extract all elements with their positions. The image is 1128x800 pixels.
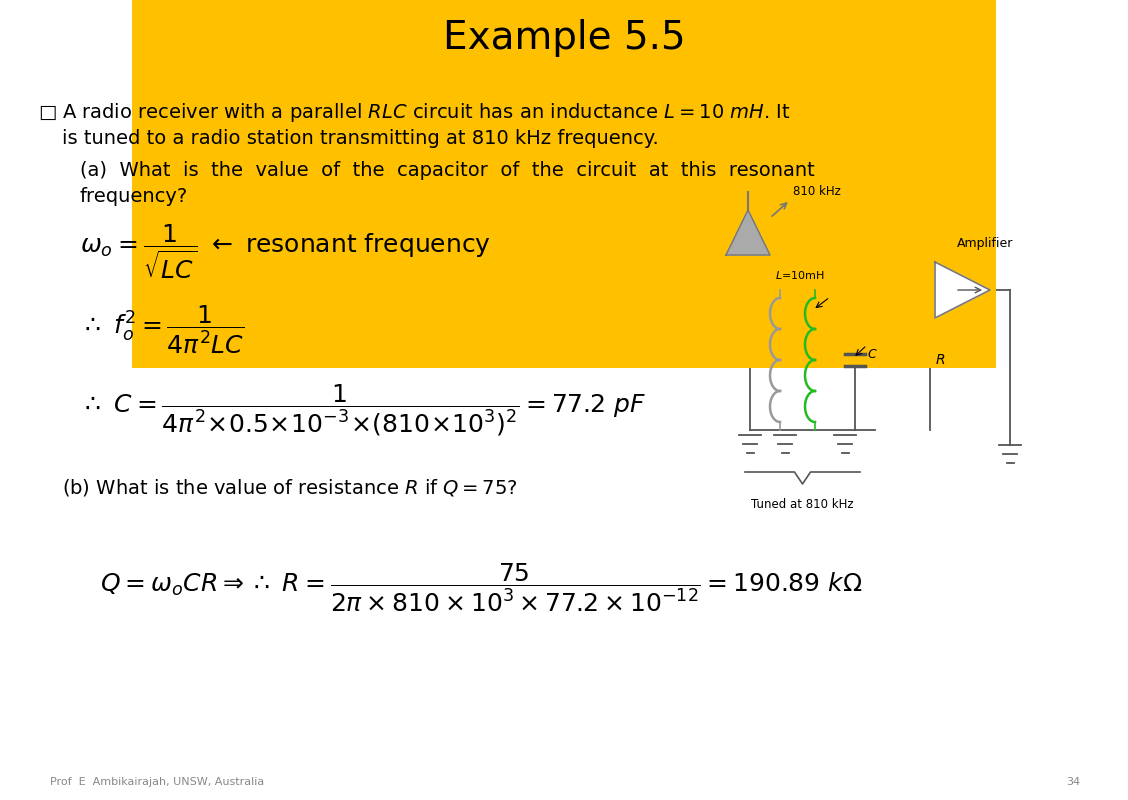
Text: $\omega_o = \dfrac{1}{\sqrt{LC}}\ \leftarrow$ resonant frequency: $\omega_o = \dfrac{1}{\sqrt{LC}}\ \lefta… bbox=[80, 222, 491, 282]
Text: $\therefore\ C = \dfrac{1}{4\pi^2\!\times\!0.5\!\times\!10^{-3}\!\times\!(810\!\: $\therefore\ C = \dfrac{1}{4\pi^2\!\time… bbox=[80, 382, 646, 438]
Text: $Q = \omega_o CR \Rightarrow \therefore\ R = \dfrac{75}{2\pi \times 810 \times 1: $Q = \omega_o CR \Rightarrow \therefore\… bbox=[100, 562, 862, 614]
Text: 810 kHz: 810 kHz bbox=[793, 185, 840, 198]
Text: frequency?: frequency? bbox=[80, 186, 188, 206]
Text: $R$: $R$ bbox=[935, 353, 945, 367]
Text: Tuned at 810 kHz: Tuned at 810 kHz bbox=[751, 498, 854, 511]
Text: Amplifier: Amplifier bbox=[957, 237, 1013, 250]
Text: (b) What is the value of resistance $R$ if $Q = 75$?: (b) What is the value of resistance $R$ … bbox=[62, 478, 518, 498]
Text: Example 5.5: Example 5.5 bbox=[442, 19, 686, 57]
Polygon shape bbox=[726, 210, 770, 255]
Text: (a)  What  is  the  value  of  the  capacitor  of  the  circuit  at  this  reson: (a) What is the value of the capacitor o… bbox=[80, 161, 814, 179]
Text: $\therefore\ f_o^2 = \dfrac{1}{4\pi^2 LC}$: $\therefore\ f_o^2 = \dfrac{1}{4\pi^2 LC… bbox=[80, 304, 245, 356]
Text: $C$: $C$ bbox=[867, 349, 878, 362]
Text: 34: 34 bbox=[1066, 777, 1079, 787]
Text: □: □ bbox=[38, 102, 56, 122]
Text: Prof  E  Ambikairajah, UNSW, Australia: Prof E Ambikairajah, UNSW, Australia bbox=[50, 777, 264, 787]
Text: $L$=10mH: $L$=10mH bbox=[775, 269, 825, 281]
Text: is tuned to a radio station transmitting at 810 kHz frequency.: is tuned to a radio station transmitting… bbox=[62, 129, 659, 147]
Polygon shape bbox=[935, 262, 990, 318]
Text: A radio receiver with a parallel $RLC$ circuit has an inductance $L = 10\ mH$. I: A radio receiver with a parallel $RLC$ c… bbox=[62, 101, 791, 123]
